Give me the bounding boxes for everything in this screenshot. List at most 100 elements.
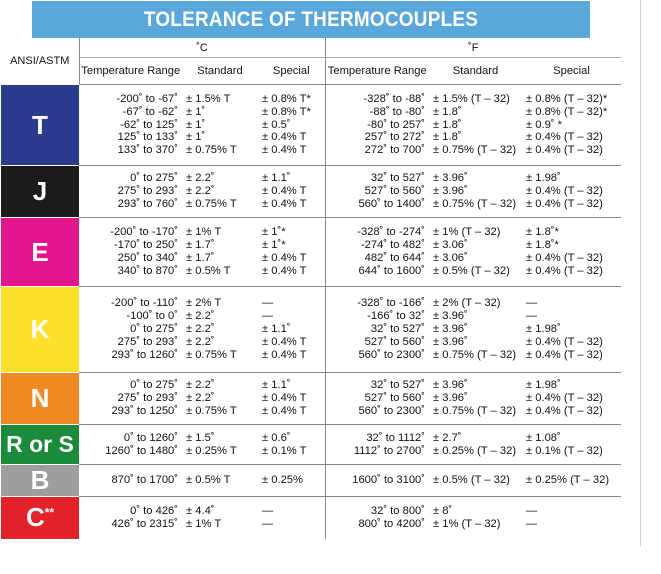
- cell-line: ± 0.75% (T – 32): [433, 404, 517, 417]
- f-standard-cell: ± 3.96˚ ± 3.96˚ ± 0.75% (T – 32): [429, 372, 522, 425]
- cell-line: ± 0.4% T: [262, 144, 307, 157]
- c-standard-cell: ± 1.5˚ ± 0.25% T: [182, 424, 258, 465]
- f-standard-cell: ± 8˚ ± 1% (T – 32): [429, 496, 522, 539]
- cell-line: 560˚ to 1400˚: [358, 197, 425, 210]
- group-row-b: B 870˚ to 1700˚ ± 0.5% T ± 0.25% 1600˚ to 31…: [1, 464, 622, 497]
- f-standard-header: Standard: [452, 65, 499, 77]
- cell-line: ± 0.4% T: [262, 131, 307, 144]
- c-range-cell: -200˚ to -110˚ -100˚ to 0˚ 0˚ to 275˚ 275˚ …: [79, 286, 182, 373]
- cell-line: -328˚ to -166˚: [357, 297, 425, 310]
- unit-header-row: ANSI/ASTM ˚C ˚F: [1, 38, 622, 85]
- cell-line: ± 1.5% T: [186, 92, 231, 105]
- cell-line: ± 3.96˚: [433, 323, 468, 336]
- cell-line: ± 0.4% (T – 32): [526, 185, 603, 198]
- cell-line: ± 3.96˚: [433, 335, 468, 348]
- page-title: TOLERANCE OF THERMOCOUPLES: [32, 1, 590, 38]
- cell-line: ± 0.8% (T – 32)*: [526, 92, 608, 105]
- cell-line: -62˚ to 125˚: [120, 118, 178, 131]
- f-special-cell: ± 0.25% (T – 32): [522, 464, 622, 497]
- cell-line: ± 1.8˚*: [526, 239, 559, 252]
- cell-line: -200˚ to -110˚: [111, 297, 178, 310]
- type-label-k: K: [1, 286, 79, 373]
- f-range-cell: 32˚ to 1112˚ 1112˚ to 2700˚: [325, 424, 429, 465]
- cell-line: ± 0.1% T: [262, 444, 307, 457]
- ansi-astm-header: ANSI/ASTM: [1, 38, 80, 85]
- c-standard-cell: ± 4.4˚ ± 1% T: [182, 496, 258, 539]
- cell-line: ± 2.2˚: [186, 379, 215, 392]
- cell-line: ± 0.75% (T – 32): [433, 144, 517, 157]
- c-range-cell: 0˚ to 426˚ 426˚ to 2315˚: [79, 496, 182, 539]
- cell-line: 340˚ to 870˚: [117, 264, 178, 277]
- cell-line: -200˚ to -170˚: [110, 226, 178, 239]
- f-range-cell: -328˚ to -274˚ -274˚ to 482˚ 482˚ to 644˚ 6…: [325, 217, 429, 287]
- c-standard-cell: ± 2% T ± 2.2˚ ± 2.2˚ ± 2.2˚ ± 0.75% T: [182, 286, 258, 373]
- f-special-cell: ± 1.8˚* ± 1.8˚* ± 0.4% (T – 32) ± 0.4% (T –…: [522, 217, 622, 287]
- cell-line: ± 0.1% (T – 32): [526, 444, 603, 457]
- cell-line: ± 1.1˚: [262, 172, 291, 185]
- type-label-footnote-mark: **: [44, 505, 55, 520]
- cell-line: 800˚ to 4200˚: [358, 517, 425, 530]
- cell-line: —: [262, 297, 274, 310]
- cell-line: ± 0.75% (T – 32): [433, 348, 517, 361]
- c-standard-cell: ± 1.5% T ± 1˚ ± 1˚ ± 1˚ ± 0.75% T: [182, 84, 258, 166]
- c-range-cell: 0˚ to 275˚ 275˚ to 293˚ 293˚ to 1250˚: [79, 372, 182, 425]
- f-standard-cell: ± 0.5% (T – 32): [429, 464, 522, 497]
- cell-line: ± 2% T: [186, 297, 222, 310]
- f-range-cell: -328˚ to -88˚ -88˚ to -80˚ -80˚ to 257˚ 257…: [325, 84, 429, 166]
- cell-line: ± 2.2˚: [186, 323, 215, 336]
- cell-line: ± 0.4% (T – 32): [526, 252, 603, 264]
- c-range-cell: 0˚ to 1260˚ 1260˚ to 1480˚: [79, 424, 182, 465]
- cell-line: ± 3.06˚: [433, 252, 468, 264]
- f-standard-cell: ± 3.96˚ ± 3.96˚ ± 0.75% (T – 32): [429, 165, 522, 218]
- page-edge-strip: [624, 0, 641, 546]
- cell-line: ± 0.5% (T – 32): [433, 264, 510, 277]
- type-label-j: J: [1, 165, 79, 218]
- c-special-cell: ± 0.8% T* ± 0.8% T* ± 0.5˚ ± 0.4% T ± 0.4% T: [258, 84, 326, 166]
- cell-line: ± 0.4% (T – 32): [526, 131, 603, 144]
- cell-line: ± 3.96˚: [433, 379, 468, 392]
- cell-line: 870˚ to 1700˚: [111, 474, 178, 487]
- cell-line: 250˚ to 340˚: [117, 252, 178, 264]
- cell-line: ± 2.2˚: [186, 172, 215, 185]
- cell-line: 0˚ to 275˚: [130, 172, 178, 185]
- cell-line: ± 1.8˚*: [526, 226, 559, 239]
- group-row-c: C** 0˚ to 426˚ 426˚ to 2315˚ ± 4.4˚ ± 1% T — —…: [1, 496, 622, 539]
- column-header-row: Temperature Range Standard Special Tempe…: [1, 57, 621, 85]
- cell-line: 133˚ to 370˚: [117, 144, 178, 157]
- cell-line: 0˚ to 275˚: [130, 323, 178, 336]
- cell-line: ± 0.25%: [262, 474, 303, 487]
- cell-line: 257˚ to 272˚: [364, 131, 425, 144]
- cell-line: ± 1.7˚: [186, 239, 215, 252]
- cell-line: 293˚ to 760˚: [117, 197, 178, 210]
- type-label-b: B: [1, 464, 79, 497]
- cell-line: ± 1.1˚: [262, 379, 291, 392]
- f-special-cell: ± 0.8% (T – 32)* ± 0.8% (T – 32)* ± 0.9˚ *…: [522, 84, 622, 166]
- cell-line: ± 1˚: [186, 118, 206, 131]
- group-row-t: T -200˚ to -67˚ -67˚ to -62˚ -62˚ to 125˚ 12…: [1, 84, 622, 166]
- f-range-header: Temperature Range: [327, 65, 427, 77]
- cell-line: 293˚ to 1260˚: [111, 348, 178, 361]
- f-range-cell: 32˚ to 800˚ 800˚ to 4200˚: [325, 496, 429, 539]
- cell-line: ± 0.4% T: [262, 392, 307, 405]
- cell-line: ± 1.8˚: [433, 131, 462, 144]
- f-standard-cell: ± 2% (T – 32) ± 3.96˚ ± 3.96˚ ± 3.96˚ ± 0.75…: [429, 286, 522, 373]
- cell-line: -100˚ to 0˚: [126, 310, 178, 323]
- cell-line: ± 0.4% (T – 32): [526, 392, 603, 405]
- c-standard-header: Standard: [197, 65, 243, 77]
- group-row-k: K -200˚ to -110˚ -100˚ to 0˚ 0˚ to 275˚ 275˚…: [1, 286, 622, 373]
- f-range-cell: 1600˚ to 3100˚: [325, 464, 429, 497]
- cell-line: ± 8˚: [433, 504, 453, 517]
- f-special-cell: ± 1.98˚ ± 0.4% (T – 32) ± 0.4% (T – 32): [522, 165, 622, 218]
- cell-line: ± 0.4% T: [262, 264, 307, 277]
- cell-line: 527˚ to 560˚: [364, 392, 425, 405]
- cell-line: —: [262, 310, 274, 323]
- cell-line: 275˚ to 293˚: [117, 185, 178, 198]
- cell-line: 527˚ to 560˚: [364, 335, 425, 348]
- cell-line: ± 1.7˚: [186, 252, 215, 264]
- type-label-c: C**: [1, 496, 79, 539]
- cell-line: ± 3.96˚: [433, 310, 468, 323]
- c-special-header: Special: [258, 57, 326, 85]
- cell-line: 275˚ to 293˚: [117, 335, 178, 348]
- cell-line: ± 1% T: [186, 226, 222, 239]
- cell-line: ± 0.9˚ *: [526, 118, 562, 131]
